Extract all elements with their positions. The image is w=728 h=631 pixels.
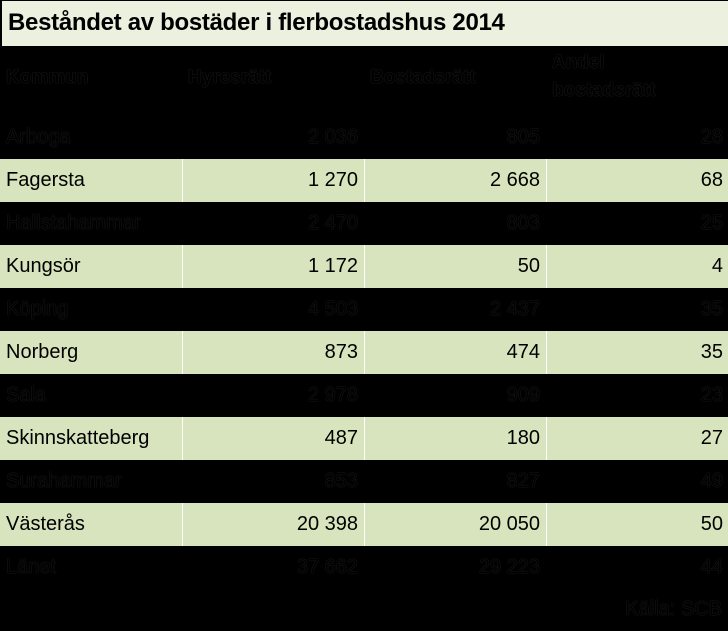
cell-kommun: Hallstahammar — [6, 212, 141, 234]
cell-kommun: Länet — [6, 556, 57, 578]
cell-andel: 4 — [711, 255, 723, 277]
table-title: Beståndet av bostäder i flerbostadshus 2… — [8, 9, 505, 36]
column-divider — [182, 331, 183, 374]
cell-hyresratt: 2 036 — [307, 126, 358, 148]
column-divider — [546, 331, 547, 374]
table-row: Hallstahammar 2 470 803 25 — [0, 202, 728, 245]
cell-bostadsratt: 29 223 — [478, 556, 540, 578]
header-andel-line1: Andel — [552, 52, 605, 73]
column-divider — [546, 503, 547, 546]
cell-bostadsratt: 2 437 — [489, 298, 540, 320]
table-row: Surahammar 853 827 49 — [0, 460, 728, 503]
cell-andel: 35 — [700, 341, 723, 363]
cell-hyresratt: 1 270 — [307, 169, 358, 191]
column-divider — [546, 159, 547, 202]
header-hyresratt: Hyresrätt — [188, 67, 272, 88]
cell-kommun: Norberg — [6, 341, 79, 363]
cell-kommun: Västerås — [6, 513, 85, 535]
column-divider — [546, 245, 547, 288]
cell-bostadsratt: 909 — [506, 384, 540, 406]
column-divider — [364, 503, 365, 546]
cell-kommun: Kungsör — [6, 255, 81, 277]
cell-bostadsratt: 827 — [506, 470, 540, 492]
cell-hyresratt: 1 172 — [307, 255, 358, 277]
cell-bostadsratt: 805 — [506, 126, 540, 148]
cell-andel: 27 — [700, 427, 723, 449]
header-andel-line2: bostadsrätt — [552, 80, 656, 101]
cell-andel: 35 — [700, 298, 723, 320]
column-divider — [182, 159, 183, 202]
table-row: Arboga 2 036 805 28 — [0, 116, 728, 159]
cell-kommun: Köping — [6, 298, 69, 320]
table-title-bar: Beståndet av bostäder i flerbostadshus 2… — [0, 0, 728, 46]
cell-bostadsratt: 2 668 — [489, 169, 540, 191]
column-divider — [182, 503, 183, 546]
column-divider — [546, 417, 547, 460]
cell-andel: 50 — [700, 513, 723, 535]
cell-hyresratt: 2 978 — [307, 384, 358, 406]
cell-hyresratt: 4 503 — [307, 298, 358, 320]
cell-bostadsratt: 474 — [506, 341, 540, 363]
cell-hyresratt: 20 398 — [296, 513, 358, 535]
cell-bostadsratt: 803 — [506, 212, 540, 234]
cell-kommun: Fagersta — [6, 169, 85, 191]
column-divider — [364, 245, 365, 288]
cell-kommun: Sala — [6, 384, 47, 406]
column-divider — [364, 417, 365, 460]
source-note: Källa: SCB — [625, 598, 722, 620]
table-row: Sala 2 978 909 23 — [0, 374, 728, 417]
column-divider — [182, 417, 183, 460]
table-row: Köping 4 503 2 437 35 — [0, 288, 728, 331]
cell-andel: 23 — [700, 384, 723, 406]
header-bostadsratt: Bostadsrätt — [370, 67, 476, 88]
cell-bostadsratt: 50 — [517, 255, 540, 277]
cell-bostadsratt: 180 — [506, 427, 540, 449]
cell-hyresratt: 853 — [324, 470, 358, 492]
cell-hyresratt: 2 470 — [307, 212, 358, 234]
cell-kommun: Surahammar — [6, 470, 122, 492]
cell-andel: 25 — [700, 212, 723, 234]
cell-andel: 28 — [700, 126, 723, 148]
cell-hyresratt: 487 — [324, 427, 358, 449]
cell-andel: 44 — [700, 556, 723, 578]
column-divider — [364, 159, 365, 202]
column-divider — [364, 331, 365, 374]
cell-bostadsratt: 20 050 — [478, 513, 540, 535]
cell-kommun: Skinnskatteberg — [6, 427, 150, 449]
column-divider — [182, 245, 183, 288]
cell-kommun: Arboga — [6, 126, 71, 148]
table-row: Länet 37 662 29 223 44 — [0, 546, 728, 589]
cell-hyresratt: 37 662 — [296, 556, 358, 578]
cell-andel: 49 — [700, 470, 723, 492]
cell-hyresratt: 873 — [324, 341, 358, 363]
cell-andel: 68 — [700, 169, 723, 191]
header-kommun: Kommun — [6, 67, 89, 88]
